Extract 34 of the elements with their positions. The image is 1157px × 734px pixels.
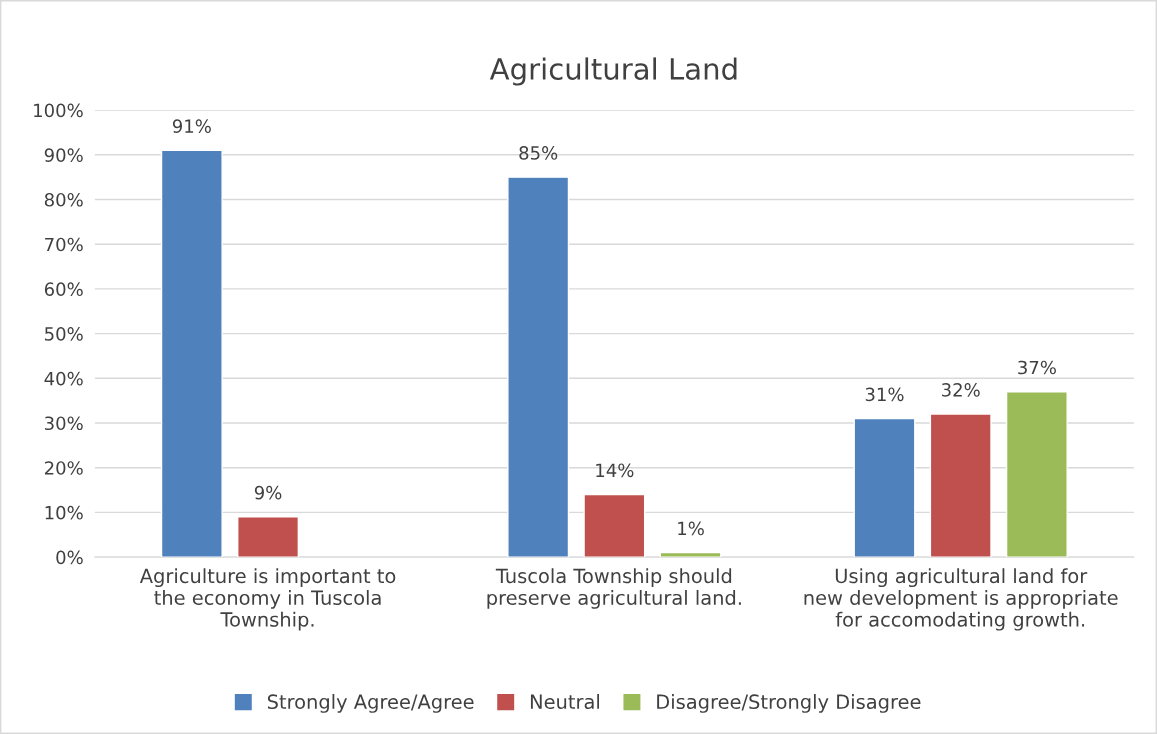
y-tick-label: 100% xyxy=(34,103,83,118)
legend-label: Strongly Agree/Agree xyxy=(267,694,474,713)
data-label: 85% xyxy=(519,146,558,160)
bar xyxy=(659,551,722,558)
legend-label: Neutral xyxy=(530,694,599,710)
bar xyxy=(929,413,992,558)
bar xyxy=(583,493,646,558)
x-tick-label: Agriculture is important to the economy in Tuscola Township. xyxy=(139,568,396,631)
data-label: 32% xyxy=(942,383,980,397)
y-tick-label: 10% xyxy=(45,505,83,520)
y-tick-label: 70% xyxy=(45,237,83,252)
y-tick-label: 80% xyxy=(44,192,83,207)
data-label: 31% xyxy=(865,387,904,402)
data-label: 37% xyxy=(1018,360,1056,375)
y-tick-label: 50% xyxy=(45,327,83,341)
legend-label: Disagree/Strongly Disagree xyxy=(657,694,921,713)
y-tick-label: 90% xyxy=(44,148,83,162)
bar xyxy=(1005,391,1068,558)
y-tick-label: 30% xyxy=(45,416,83,431)
bar xyxy=(160,149,223,558)
bar xyxy=(853,417,916,558)
data-label: 9% xyxy=(254,485,282,500)
x-tick-label: Using agricultural land for new development is appropriate for accomodating growth. xyxy=(804,568,1118,631)
y-tick-label: 40% xyxy=(44,371,83,386)
y-tick-label: 0% xyxy=(56,550,83,565)
y-tick-label: 60% xyxy=(44,282,83,297)
bar xyxy=(237,516,300,558)
chart-title: Agricultural Land xyxy=(489,57,737,86)
y-tick-label: 20% xyxy=(44,461,83,475)
x-tick-label: Tuscola Township should preserve agricultural land. xyxy=(487,568,741,609)
data-label: 14% xyxy=(596,463,634,478)
data-label: 91% xyxy=(172,119,211,133)
data-label: 1% xyxy=(678,521,704,536)
bar xyxy=(507,176,570,558)
